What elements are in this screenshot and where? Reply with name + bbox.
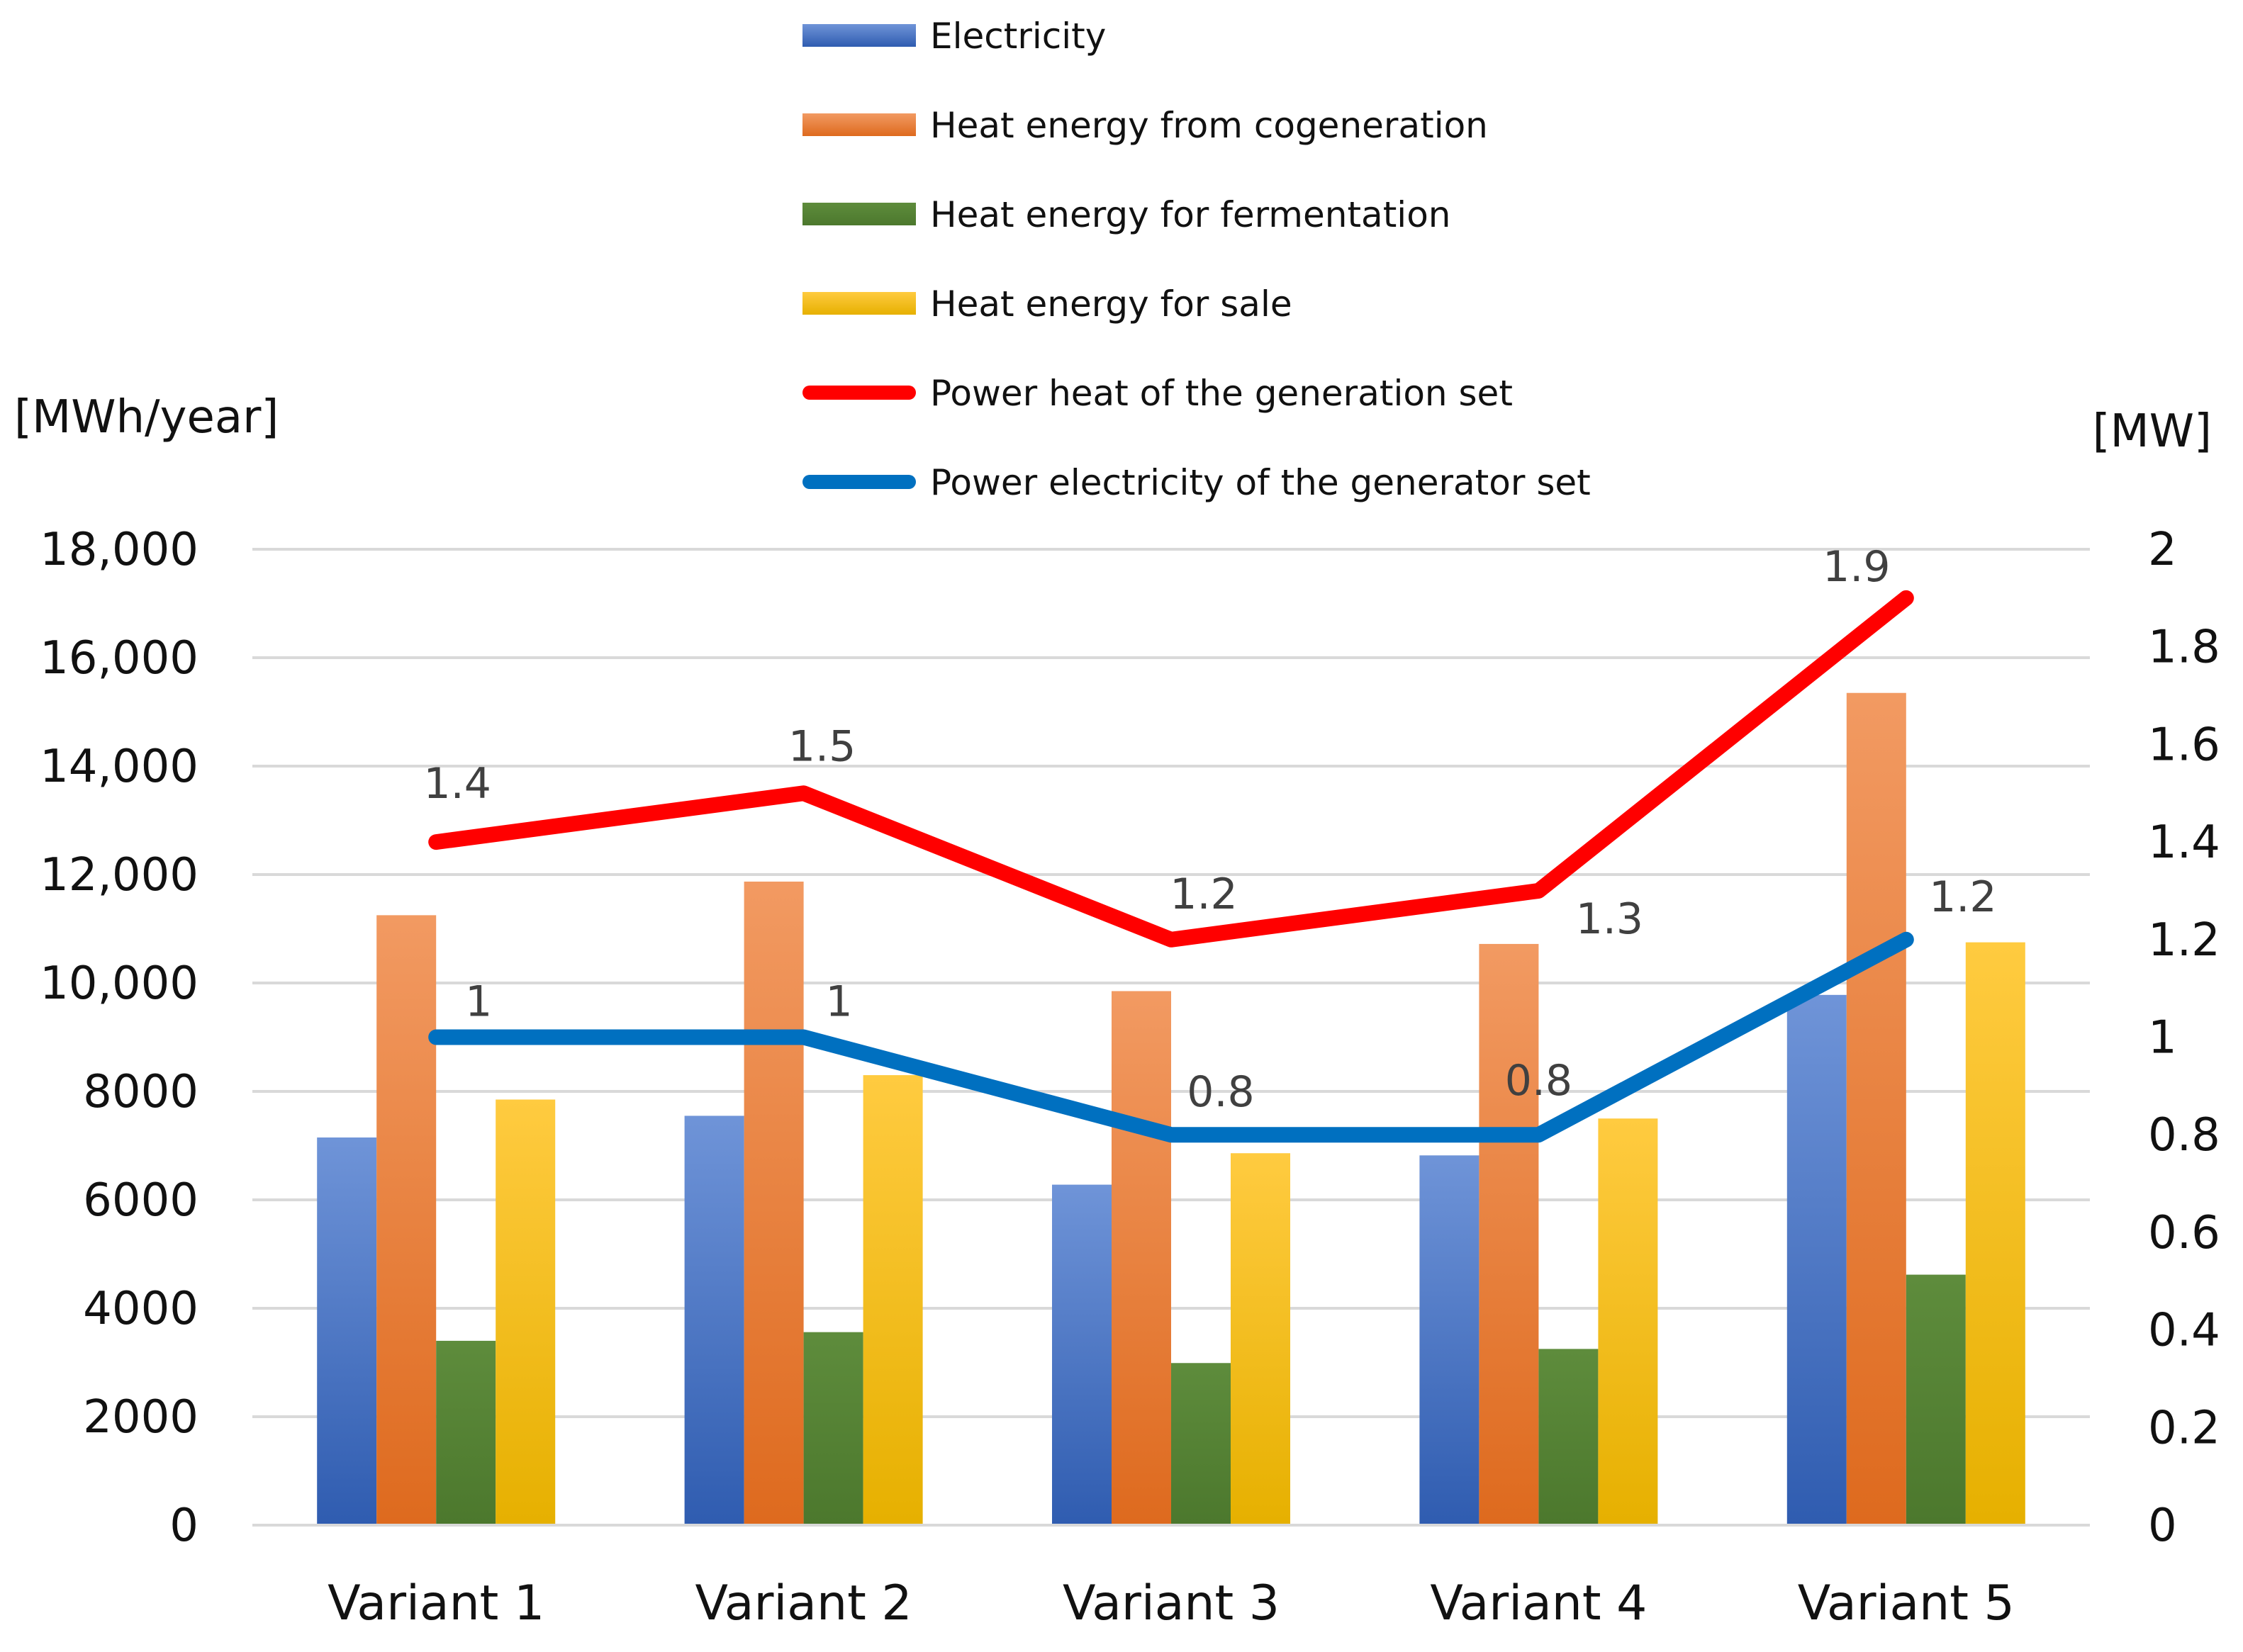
y-left-tick-label: 10,000 xyxy=(40,957,198,1010)
legend-label: Heat energy for fermentation xyxy=(930,194,1450,235)
data-label: 1 xyxy=(826,977,853,1027)
bar-heat-energy-for-fermentation-3 xyxy=(1171,1363,1231,1525)
x-tick-label: Variant 1 xyxy=(328,1575,544,1631)
bar-heat-energy-from-cogeneration-1 xyxy=(376,915,437,1525)
bar-electricity-1 xyxy=(317,1137,377,1525)
legend-item: Heat energy for fermentation xyxy=(802,194,1450,235)
y-left-tick-label: 14,000 xyxy=(40,741,198,793)
y-left-tick-label: 2000 xyxy=(83,1391,198,1444)
legend-label: Heat energy for sale xyxy=(930,283,1292,325)
x-tick-label: Variant 5 xyxy=(1798,1575,2015,1631)
x-tick-label: Variant 2 xyxy=(695,1575,912,1631)
bar-series xyxy=(317,692,2025,1525)
legend-label: Power heat of the generation set xyxy=(930,373,1513,414)
bar-heat-energy-for-fermentation-4 xyxy=(1538,1349,1599,1525)
bar-heat-energy-for-fermentation-1 xyxy=(436,1340,496,1525)
data-label: 1.2 xyxy=(1170,870,1237,919)
legend-label: Electricity xyxy=(930,16,1106,57)
bar-heat-energy-for-fermentation-2 xyxy=(803,1332,863,1525)
bar-heat-energy-for-sale-1 xyxy=(496,1099,556,1525)
bar-electricity-5 xyxy=(1786,994,1847,1525)
bar-heat-energy-for-sale-2 xyxy=(863,1075,923,1525)
bar-heat-energy-for-sale-4 xyxy=(1598,1118,1658,1525)
x-tick-label: Variant 3 xyxy=(1063,1575,1280,1631)
legend-item: Power electricity of the generator set xyxy=(802,462,1591,503)
legend-label: Heat energy from cogeneration xyxy=(930,105,1488,146)
bar-heat-energy-from-cogeneration-5 xyxy=(1846,692,1906,1525)
data-label: 1.3 xyxy=(1576,894,1643,944)
bar-electricity-3 xyxy=(1052,1184,1112,1525)
legend-swatch xyxy=(802,292,916,315)
y-left-tick-label: 16,000 xyxy=(40,632,198,685)
y-right-tick-label: 1.2 xyxy=(2148,914,2220,967)
x-tick-label: Variant 4 xyxy=(1430,1575,1647,1631)
data-label: 1.5 xyxy=(788,721,856,771)
y-right-tick-label: 1.8 xyxy=(2148,622,2220,674)
y-right-tick-label: 1.4 xyxy=(2148,816,2220,869)
bar-electricity-2 xyxy=(684,1116,744,1525)
data-label: 1 xyxy=(465,977,492,1027)
legend-swatch xyxy=(802,203,916,225)
bar-heat-energy-for-fermentation-5 xyxy=(1906,1274,1966,1525)
y-left-tick-label: 8000 xyxy=(83,1066,198,1118)
y-right-tick-label: 1.6 xyxy=(2148,719,2220,771)
data-label: 1.9 xyxy=(1823,542,1890,592)
legend-label: Power electricity of the generator set xyxy=(930,462,1591,503)
y-right-tick-label: 0.2 xyxy=(2148,1402,2220,1454)
y-right-tick-label: 0 xyxy=(2148,1500,2177,1552)
bar-heat-energy-for-sale-5 xyxy=(1965,942,2025,1525)
legend-swatch xyxy=(802,24,916,47)
bar-heat-energy-from-cogeneration-2 xyxy=(744,881,804,1525)
line-power-electricity-of-the-generator-set xyxy=(428,931,1914,1143)
y-left-tick-label: 12,000 xyxy=(40,849,198,901)
line-power-heat-of-the-generation-set xyxy=(428,590,1914,948)
y-right-axis-title: [MW] xyxy=(2093,405,2212,458)
legend-swatch xyxy=(802,113,916,136)
bar-heat-energy-from-cogeneration-4 xyxy=(1479,943,1539,1525)
y-right-tick-label: 0.4 xyxy=(2148,1305,2220,1357)
legend: Electricity Heat energy from cogeneration… xyxy=(802,16,1591,503)
legend-item: Power heat of the generation set xyxy=(802,373,1513,414)
y-right-tick-label: 2 xyxy=(2148,524,2177,576)
y-right-tick-label: 1 xyxy=(2148,1012,2177,1064)
legend-item: Electricity xyxy=(802,16,1106,57)
axes: 0 2000 4000 6000 8000 10,000 12,000 14,000 16,00… xyxy=(14,391,2220,1631)
line-series: 1.4 1.5 1.2 1.3 1.9 1 1 0.8 0.8 1.2 xyxy=(423,542,1997,1143)
y-left-tick-label: 18,000 xyxy=(40,524,198,576)
y-right-tick-label: 0.8 xyxy=(2148,1109,2220,1162)
data-label: 1.4 xyxy=(423,759,491,809)
bar-heat-energy-for-sale-3 xyxy=(1231,1153,1290,1525)
y-left-tick-label: 4000 xyxy=(83,1283,198,1335)
y-left-axis-title: [MWh/year] xyxy=(14,391,279,444)
legend-item: Heat energy from cogeneration xyxy=(802,105,1488,146)
legend-item: Heat energy for sale xyxy=(802,283,1292,325)
data-label: 1.2 xyxy=(1929,872,1996,922)
y-left-tick-label: 0 xyxy=(169,1500,198,1552)
bar-electricity-4 xyxy=(1419,1155,1480,1525)
data-label: 0.8 xyxy=(1187,1067,1254,1117)
y-right-tick-label: 0.6 xyxy=(2148,1207,2220,1259)
bar-heat-energy-from-cogeneration-3 xyxy=(1112,991,1171,1525)
data-label: 0.8 xyxy=(1505,1056,1572,1106)
y-left-tick-label: 6000 xyxy=(83,1174,198,1227)
